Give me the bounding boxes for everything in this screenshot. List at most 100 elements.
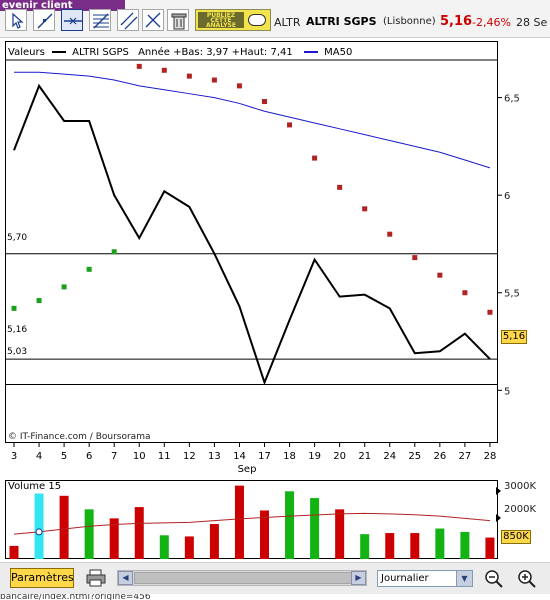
sar-point	[362, 206, 368, 212]
volume-bar	[134, 507, 144, 559]
volume-bar	[9, 545, 19, 559]
volume-bar	[285, 491, 295, 559]
market-name: (Lisbonne)	[383, 16, 436, 27]
x-tick-label: 26	[433, 451, 446, 462]
sar-point	[312, 155, 318, 161]
x-tick-label: 19	[308, 451, 321, 462]
volume-bar	[234, 485, 244, 559]
last-price: 5,16	[440, 14, 473, 29]
status-bar: bancaire/index.html?origine=456	[0, 594, 151, 600]
cursor-icon[interactable]	[5, 9, 27, 31]
period-value: Journalier	[381, 573, 429, 584]
parallel-lines-icon[interactable]	[142, 9, 164, 31]
time-scrollbar[interactable]: ◀ ▶	[117, 570, 367, 586]
x-tick-label: 12	[183, 451, 196, 462]
y-tick-label: 6	[504, 191, 510, 202]
publish-analysis-button[interactable]: PUBLIEZ CETTE ANALYSE	[195, 9, 271, 31]
volume-bar	[34, 493, 44, 559]
level-label-503: 5,03	[7, 347, 28, 357]
price-chart[interactable]	[5, 41, 498, 443]
volume-bar	[84, 509, 94, 559]
volume-title: Volume 15	[8, 481, 62, 492]
x-tick-label: 11	[158, 451, 171, 462]
x-tick-label: 21	[358, 451, 371, 462]
client-tab[interactable]: evenir client	[0, 0, 125, 11]
x-tick-label: 4	[36, 451, 42, 462]
data-source: © IT-Finance.com / Boursorama	[8, 432, 151, 442]
sar-point	[437, 272, 443, 278]
horizontal-line-icon[interactable]	[61, 9, 83, 31]
scroll-right-arrow[interactable]: ▶	[351, 571, 366, 585]
zoom-in-icon[interactable]	[517, 569, 537, 589]
sar-point	[136, 63, 142, 69]
x-tick-label: 6	[86, 451, 92, 462]
volume-bar	[310, 498, 320, 559]
settings-button[interactable]: Paramètres	[10, 568, 74, 588]
scroll-thumb[interactable]	[134, 572, 352, 584]
sar-point	[462, 290, 468, 296]
volume-bar	[184, 536, 194, 559]
chart-legend: Valeurs ALTRI SGPS Année +Bas: 3,97 +Hau…	[8, 47, 352, 58]
volume-bar	[410, 533, 420, 559]
y-tick-label: 5	[504, 386, 510, 397]
period-select[interactable]: Journalier ▼	[377, 570, 473, 587]
sar-point	[387, 231, 393, 237]
volume-bar	[385, 533, 395, 559]
chevron-down-icon[interactable]: ▼	[456, 571, 472, 586]
sar-point	[186, 73, 192, 79]
y-tick-label: 5,5	[504, 289, 520, 300]
quote-date: 28 Se	[516, 16, 548, 29]
legend-range: Année +Bas: 3,97 +Haut: 7,41	[138, 47, 293, 58]
trendline-icon[interactable]	[33, 9, 55, 31]
sar-point	[337, 184, 343, 190]
volume-cursor-marker	[35, 528, 43, 536]
sar-point	[412, 255, 418, 261]
x-tick-label: 27	[459, 451, 472, 462]
volume-axis-label: 3000K	[504, 481, 537, 492]
x-tick-label: 24	[383, 451, 396, 462]
fibonacci-icon[interactable]	[89, 9, 111, 31]
channel-icon[interactable]	[117, 9, 139, 31]
x-tick-label: 14	[233, 451, 246, 462]
volume-ma-line	[13, 512, 490, 535]
volume-max-marker	[496, 487, 501, 495]
zoom-out-icon[interactable]	[484, 569, 504, 589]
sar-point	[161, 67, 167, 73]
x-tick-label: 17	[258, 451, 271, 462]
sar-point	[287, 122, 293, 128]
volume-mid-marker	[496, 514, 501, 522]
scroll-left-arrow[interactable]: ◀	[118, 571, 133, 585]
volume-bar	[460, 531, 470, 559]
current-price-tag: 5,16	[501, 330, 527, 344]
legend-ma-name: MA50	[324, 47, 353, 58]
volume-bar	[109, 518, 119, 559]
volume-bar	[260, 510, 269, 559]
volume-bar	[159, 535, 169, 559]
trash-icon[interactable]	[167, 9, 189, 31]
level-label-570: 5,70	[7, 233, 28, 243]
volume-bar	[209, 524, 219, 559]
x-tick-label: 10	[133, 451, 146, 462]
x-tick-label: 5	[61, 451, 67, 462]
volume-bar	[360, 534, 370, 559]
stock-name: ALTRI SGPS	[306, 15, 377, 28]
sar-point	[487, 309, 493, 315]
x-tick-label: 7	[111, 451, 117, 462]
volume-axis-label: 2000K	[504, 504, 537, 515]
ticker-code: ALTR	[274, 16, 301, 29]
publish-logo: PUBLIEZ CETTE ANALYSE	[198, 12, 244, 29]
speech-bubble-icon	[248, 14, 266, 26]
volume-bar	[485, 537, 495, 559]
printer-icon[interactable]	[86, 569, 106, 587]
sar-point	[211, 77, 217, 83]
x-tick-label: 3	[11, 451, 17, 462]
legend-price-swatch	[51, 51, 66, 53]
sar-point	[262, 98, 267, 104]
volume-tag: 850K	[501, 530, 531, 544]
legend-series-name: ALTRI SGPS	[72, 47, 129, 58]
ma50-line	[14, 71, 491, 169]
volume-bar	[59, 495, 69, 559]
sar-point	[236, 83, 242, 89]
x-tick-label: 25	[408, 451, 421, 462]
